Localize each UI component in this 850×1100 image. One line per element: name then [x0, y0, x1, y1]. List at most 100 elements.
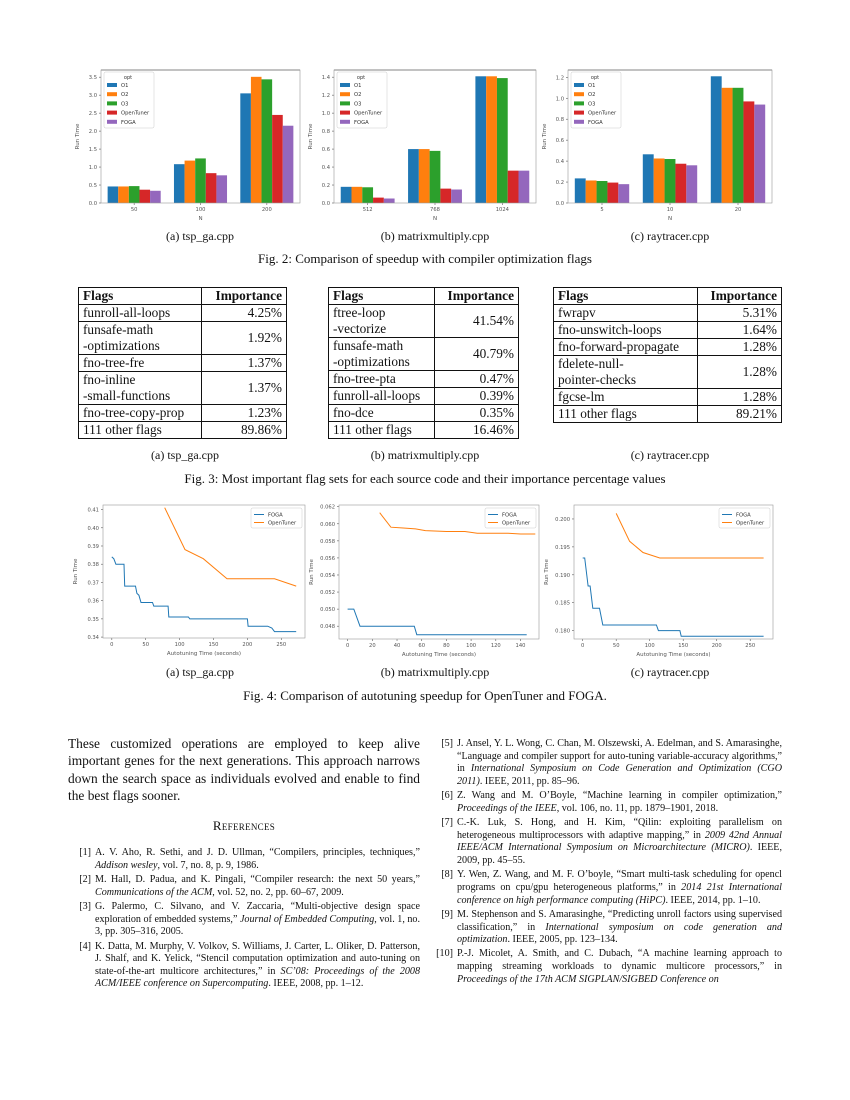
y-tick-label: 1.4 — [322, 75, 331, 81]
importance-cell: 1.23% — [201, 404, 287, 422]
legend-label: O3 — [121, 101, 128, 107]
importance-cell: 5.31% — [697, 304, 782, 322]
reference-details: , vol. 1, no. 3, pp. 305–316, 2005. — [95, 913, 421, 938]
y-tick-label: 0.200 — [555, 517, 570, 523]
bar-o1-20 — [710, 76, 722, 203]
fig3-subcaption-a: (a) tsp_ga.cpp — [151, 448, 219, 462]
bar-foga-50 — [150, 190, 161, 203]
y-tick-label: 0.185 — [555, 601, 570, 607]
bar-foga-20 — [754, 104, 766, 203]
legend-label: FOGA — [588, 120, 603, 126]
table-row: fno-dce 0.35% — [327, 404, 519, 422]
reference-text: Z. Wang and M. O’Boyle, “Machine learnin… — [457, 790, 782, 802]
y-tick-label: 3.0 — [89, 93, 97, 99]
reference-details: , vol. 106, no. 11, pp. 1879–1901, 2018. — [556, 802, 719, 814]
bar-o3-768 — [429, 150, 441, 203]
y-tick-label: 0.4 — [556, 159, 565, 165]
bar-o2-1024 — [486, 76, 497, 203]
reference-number: [3] — [79, 900, 91, 912]
importance-cell: 41.54% — [434, 304, 519, 338]
bar-foga-5 — [618, 184, 630, 203]
plot-frame — [102, 504, 306, 639]
table-row: fno-tree-copy-prop 1.23% — [77, 404, 287, 422]
bar-opentuner-10 — [675, 163, 687, 203]
table-row: funroll-all-loops 0.39% — [327, 387, 519, 405]
legend-label: OpenTuner — [736, 521, 765, 527]
references-heading: References — [212, 818, 276, 833]
legend-label: O2 — [588, 92, 595, 98]
y-tick-label: 1.5 — [89, 147, 97, 153]
flag-cell: fgcse-lm — [552, 388, 699, 406]
y-tick-label: 0.190 — [555, 573, 570, 579]
x-axis-label: N — [433, 216, 437, 222]
plot-frame — [338, 504, 540, 640]
bar-opentuner-20 — [743, 101, 755, 203]
importance-header: Importance — [201, 287, 287, 305]
flags-table-tsp: Flags Importance funroll-all-loops 4.25% fun… — [77, 287, 287, 439]
reference-item: [3] G. Palermo, C. Silvano, and V. Zaccar… — [68, 901, 420, 939]
reference-text: G. Palermo, C. Silvano, and V. Zaccaria,… — [95, 900, 420, 925]
y-tick-label: 0.8 — [556, 117, 564, 123]
x-tick-label: 200 — [242, 642, 252, 648]
bar-opentuner-50 — [139, 189, 151, 203]
y-tick-label: 0.2 — [322, 183, 330, 189]
flags-table-raytracer: Flags Importance fwrapv 5.31% fno-unswitch-l… — [552, 287, 782, 423]
reference-number: [7] — [441, 817, 453, 829]
table-row: 111 other flags 89.21% — [552, 405, 782, 423]
reference-details: , vol. 7, no. 8, p. 9, 1986. — [157, 859, 259, 871]
line-opentuner — [164, 507, 297, 587]
legend-title: opt — [357, 75, 365, 81]
line-chart-matrixmultiply: 0.048 0.050 0.052 0.054 0.056 0.058 0.060 0.062… — [300, 500, 545, 660]
table-row: funroll-all-loops 4.25% — [77, 304, 287, 322]
bar-foga-768 — [451, 189, 462, 203]
chart-svg: 0.34 0.35 0.36 0.37 0.38 0.39 0.40 0.41 Autotuni… — [73, 504, 306, 657]
y-axis-label: Run Time — [544, 559, 550, 585]
reference-details: . IEEE, 2005, pp. 123–134. — [507, 934, 618, 946]
x-tick-label: 200 — [262, 207, 272, 213]
x-tick-label: 60 — [418, 643, 425, 649]
x-axis-label: Autotuning Time (seconds) — [402, 652, 476, 658]
x-tick-label: 250 — [745, 643, 755, 649]
flags-table-matrixmultiply: Flags Importance ftree-loop -vectorize 41.5… — [327, 287, 519, 439]
line-opentuner — [615, 513, 764, 559]
legend-title: opt — [124, 75, 132, 81]
y-tick-label: 0.060 — [320, 522, 335, 528]
flag-cell: 111 other flags — [552, 405, 699, 423]
table-row: funsafe-math -optimizations 1.92% — [77, 321, 287, 355]
table-row: fgcse-lm 1.28% — [552, 388, 782, 406]
bar-opentuner-100 — [205, 173, 217, 203]
line-opentuner — [379, 512, 536, 535]
reference-item: [2] M. Hall, D. Padua, and K. Pingali, “C… — [68, 874, 420, 899]
bar-o2-10 — [653, 158, 665, 203]
legend-label: O3 — [354, 101, 361, 107]
legend-swatch — [107, 101, 117, 106]
x-tick-label: 20 — [735, 207, 742, 213]
reference-text: A. V. Aho, R. Sethi, and J. D. Ullman, “… — [95, 847, 420, 858]
x-tick-label: 10 — [667, 207, 674, 213]
importance-cell: 1.28% — [697, 355, 782, 389]
x-tick-label: 0 — [581, 643, 584, 649]
legend-swatch — [574, 92, 584, 97]
reference-item: [5] J. Ansel, Y. L. Wong, C. Chan, M. Ols… — [430, 738, 782, 788]
x-tick-label: 1024 — [496, 207, 510, 213]
flag-cell: fno-tree-fre — [77, 354, 203, 372]
y-axis-label: Run Time — [308, 123, 314, 149]
y-tick-label: 0.054 — [320, 573, 336, 579]
x-tick-label: 140 — [516, 643, 526, 649]
body-paragraph: These customized operations are employed… — [68, 736, 420, 804]
chart-svg: 0.180 0.185 0.190 0.195 0.200 Autotuning Time… — [544, 504, 774, 658]
reference-venue: International symposium on code generati… — [457, 921, 783, 946]
legend-label: O3 — [588, 101, 595, 107]
bar-o3-100 — [195, 158, 206, 203]
line-chart-raytracer: 0.180 0.185 0.190 0.195 0.200 Autotuning Time… — [535, 500, 785, 660]
flag-cell: fno-forward-propagate — [552, 338, 699, 356]
y-tick-label: 1.0 — [89, 165, 97, 171]
bar-opentuner-1024 — [507, 170, 519, 203]
legend-label: FOGA — [736, 513, 751, 519]
fig3-subcaption-c: (c) raytracer.cpp — [630, 448, 710, 462]
x-tick-label: 200 — [712, 643, 722, 649]
flag-cell: funsafe-math -optimizations — [77, 321, 203, 355]
flag-cell: funsafe-math -optimizations — [327, 337, 436, 371]
x-tick-label: 50 — [142, 642, 149, 648]
